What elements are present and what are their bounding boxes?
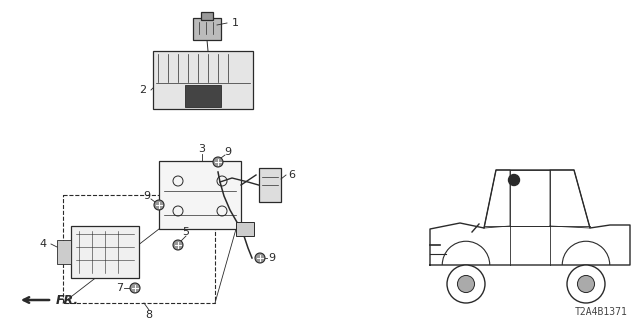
Bar (63, 195, 215, 303)
Circle shape (173, 240, 183, 250)
Text: FR.: FR. (56, 293, 79, 307)
Bar (159, 161, 241, 229)
Bar (57, 240, 71, 264)
Circle shape (567, 265, 605, 303)
Text: 3: 3 (198, 144, 205, 154)
Circle shape (447, 265, 485, 303)
Circle shape (458, 276, 474, 292)
Text: 9: 9 (268, 253, 276, 263)
Bar (259, 168, 281, 202)
Circle shape (213, 157, 223, 167)
Bar (193, 18, 221, 40)
Text: 5: 5 (182, 227, 189, 237)
Circle shape (255, 253, 265, 263)
Text: 8: 8 (145, 310, 152, 320)
Circle shape (509, 174, 520, 186)
Text: 1: 1 (232, 18, 239, 28)
Text: T2A4B1371: T2A4B1371 (575, 307, 628, 317)
Circle shape (577, 276, 595, 292)
Bar (201, 12, 213, 20)
Bar (236, 222, 254, 236)
Text: 4: 4 (40, 239, 47, 249)
Text: 7: 7 (116, 283, 124, 293)
Text: 2: 2 (140, 85, 147, 95)
Circle shape (130, 283, 140, 293)
Text: 9: 9 (225, 147, 232, 157)
Circle shape (154, 200, 164, 210)
Text: 6: 6 (289, 170, 296, 180)
Bar (185, 85, 221, 107)
Text: 9: 9 (143, 191, 150, 201)
Bar (153, 51, 253, 109)
Bar (71, 226, 139, 278)
